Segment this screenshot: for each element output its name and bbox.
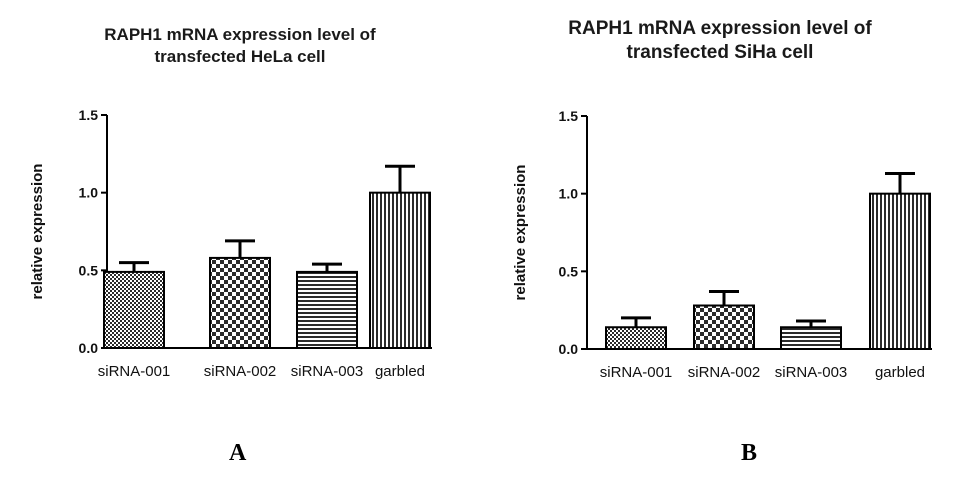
x-tick-label: siRNA-002 bbox=[204, 363, 277, 380]
x-tick-label: garbled bbox=[875, 364, 925, 381]
bar-chart-hela: 0.0 0.5 1.0 1.5 relative expression siRNA-001… bbox=[29, 107, 432, 380]
y-tick-label: 1.5 bbox=[559, 108, 579, 124]
x-tick-label: siRNA-002 bbox=[688, 364, 761, 381]
y-axis-label: relative expression bbox=[29, 164, 46, 300]
y-tick-label: 0.5 bbox=[559, 263, 579, 279]
panel-letter: B bbox=[741, 440, 758, 466]
x-tick-label: siRNA-001 bbox=[600, 364, 673, 381]
x-tick-label: siRNA-001 bbox=[98, 363, 171, 380]
y-tick-label: 0.0 bbox=[79, 340, 99, 356]
chart-title-line-1: RAPH1 mRNA expression level of bbox=[568, 18, 872, 39]
y-tick-label: 0.5 bbox=[79, 262, 99, 278]
chart-title-line-2: transfected HeLa cell bbox=[154, 47, 326, 66]
bar-siRNA-002 bbox=[209, 256, 271, 350]
bar-siRNA-001 bbox=[605, 326, 667, 350]
bar-siRNA-001 bbox=[103, 270, 165, 349]
bar-siRNA-003 bbox=[296, 270, 358, 349]
panel-a: RAPH1 mRNA expression level of transfect… bbox=[0, 24, 480, 466]
chart-title: RAPH1 mRNA expression level of transfect… bbox=[0, 24, 480, 68]
bar-chart-siha: 0.0 0.5 1.0 1.5 relative expression siRNA-001… bbox=[512, 108, 932, 381]
y-tick-label: 0.0 bbox=[559, 341, 579, 357]
bar-siRNA-003 bbox=[780, 326, 842, 350]
panel-b: RAPH1 mRNA expression level of transfect… bbox=[480, 0, 960, 482]
chart-title: RAPH1 mRNA expression level of transfect… bbox=[480, 17, 960, 65]
y-axis-label: relative expression bbox=[512, 165, 529, 301]
y-tick-label: 1.0 bbox=[79, 185, 99, 201]
y-tick-label: 1.5 bbox=[79, 107, 99, 123]
bar-garbled bbox=[869, 192, 931, 350]
chart-title-line-2: transfected SiHa cell bbox=[626, 42, 814, 63]
x-tick-label: siRNA-003 bbox=[291, 363, 364, 380]
y-tick-label: 1.0 bbox=[559, 186, 579, 202]
x-tick-label: siRNA-003 bbox=[775, 364, 848, 381]
bar-siRNA-002 bbox=[693, 304, 755, 350]
panel-letter: A bbox=[229, 440, 247, 466]
chart-title-line-1: RAPH1 mRNA expression level of bbox=[104, 25, 376, 44]
x-tick-label: garbled bbox=[375, 363, 425, 380]
bar-garbled bbox=[369, 191, 431, 349]
